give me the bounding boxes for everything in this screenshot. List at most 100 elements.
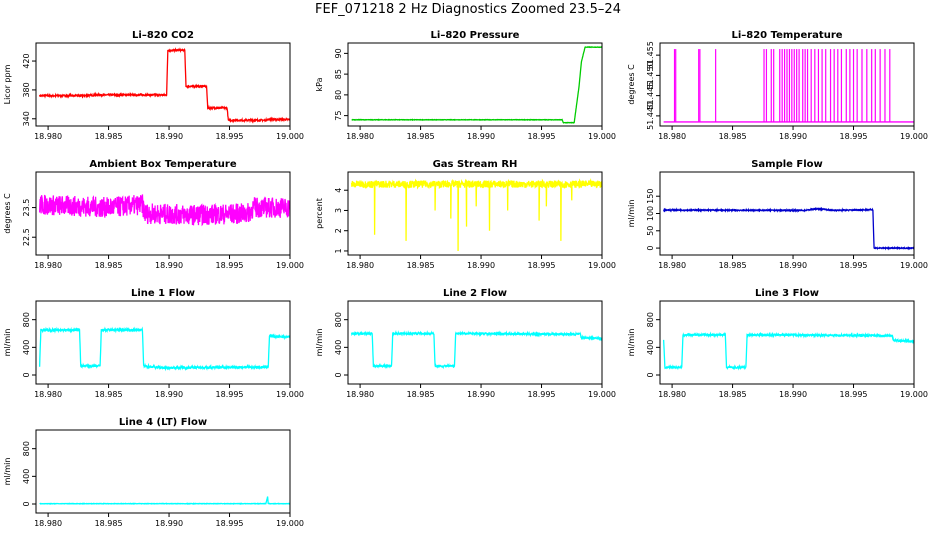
rh-x-tick-label: 18.985: [407, 261, 435, 270]
co2-y-tick-label: 340: [22, 111, 31, 126]
ambient-x-tick-label: 18.990: [155, 261, 183, 270]
figure-title: FEF_071218 2 Hz Diagnostics Zoomed 23.5–…: [315, 2, 621, 17]
temperature-x-tick-label: 19.000: [900, 132, 928, 141]
line3-x-tick-label: 18.985: [719, 390, 747, 399]
line3-chart: Line 3 Flow 18.980 18.985 18.990 18.995 19.00…: [627, 288, 928, 399]
line1-y-tick-label: 0: [22, 372, 31, 377]
co2-y-tick-label: 380: [22, 82, 31, 97]
sample-series-line: [663, 206, 914, 251]
rh-x-tick-label: 18.980: [346, 261, 374, 270]
sample-y-tick-label: 150: [646, 189, 655, 204]
line3-y-tick-label: 800: [646, 312, 655, 327]
pressure-y-tick-label: 80: [334, 90, 343, 100]
line3-x-tick-label: 18.990: [779, 390, 807, 399]
line4-title: Line 4 (LT) Flow: [119, 417, 207, 428]
rh-title: Gas Stream RH: [433, 159, 518, 170]
line4-x-tick-label: 18.990: [155, 519, 183, 528]
line4-y-tick-label: 800: [22, 441, 31, 456]
line3-y-tick-label: 0: [646, 372, 655, 377]
line2-chart: Line 2 Flow 18.980 18.985 18.990 18.995 19.00…: [315, 288, 616, 399]
ambient-x-tick-label: 19.000: [276, 261, 304, 270]
line1-y-tick-label: 400: [22, 340, 31, 355]
line1-series-line: [38, 326, 290, 372]
ambient-x-tick-label: 18.985: [95, 261, 123, 270]
ambient-y-tick-label: 23.5: [22, 199, 31, 217]
co2-title: Li–820 CO2: [132, 30, 194, 41]
pressure-plot-frame: [347, 42, 603, 127]
co2-x-tick-label: 18.985: [95, 132, 123, 141]
pressure-x-tick-label: 18.980: [346, 132, 374, 141]
line3-title: Line 3 Flow: [755, 288, 819, 299]
co2-x-tick-label: 18.980: [34, 132, 62, 141]
co2-y-axis-label: Licor ppm: [3, 64, 12, 104]
line3-y-axis-label: ml/min: [627, 329, 636, 357]
ambient-y-tick-label: 22.5: [22, 228, 31, 246]
pressure-x-tick-label: 18.990: [467, 132, 495, 141]
line2-y-tick-label: 800: [334, 312, 343, 327]
line3-plot-frame: [659, 300, 915, 385]
line2-y-tick-label: 0: [334, 372, 343, 377]
sample-plot-frame: [659, 171, 915, 256]
co2-chart: Li–820 CO2 18.980 18.985 18.990 18.995 19.000…: [3, 30, 304, 141]
pressure-x-tick-label: 19.000: [588, 132, 616, 141]
ambient-x-tick-label: 18.995: [216, 261, 244, 270]
pressure-chart: Li–820 Pressure 18.980 18.985 18.990 18.995 1…: [315, 30, 616, 141]
sample-y-tick-label: 50: [646, 226, 655, 236]
line3-y-tick-label: 400: [646, 340, 655, 355]
line4-chart: Line 4 (LT) Flow 18.980 18.985 18.990 18.995…: [3, 417, 304, 528]
pressure-title: Li–820 Pressure: [431, 30, 520, 41]
temperature-y-axis-label: degrees C: [627, 64, 636, 105]
line3-series-line: [662, 331, 914, 371]
ambient-y-axis-label: degrees C: [3, 193, 12, 234]
co2-y-tick-label: 420: [22, 53, 31, 68]
rh-y-tick-label: 2: [334, 228, 343, 233]
co2-series-line: [38, 47, 290, 124]
temperature-y-tick-label: 51.445: [646, 82, 655, 110]
sample-y-axis-label: ml/min: [627, 200, 636, 228]
panel-temperature: Li–820 Temperature 18.980 18.985 18.990 18.9…: [624, 25, 936, 155]
line2-x-tick-label: 18.990: [467, 390, 495, 399]
line4-x-tick-label: 19.000: [276, 519, 304, 528]
sample-x-tick-label: 18.980: [658, 261, 686, 270]
line3-x-tick-label: 19.000: [900, 390, 928, 399]
rh-chart: Gas Stream RH 18.980 18.985 18.990 18.995 19.…: [315, 159, 616, 270]
sample-title: Sample Flow: [751, 159, 823, 170]
panel-co2: Li–820 CO2 18.980 18.985 18.990 18.995 19.000…: [0, 25, 312, 155]
panel-line3: Line 3 Flow 18.980 18.985 18.990 18.995 19.00…: [624, 283, 936, 413]
line4-y-tick-label: 400: [22, 469, 31, 484]
line4-series-line: [39, 496, 290, 506]
panel-line2: Line 2 Flow 18.980 18.985 18.990 18.995 19.00…: [312, 283, 624, 413]
temperature-x-tick-label: 18.985: [719, 132, 747, 141]
temperature-x-tick-label: 18.990: [779, 132, 807, 141]
line2-x-tick-label: 19.000: [588, 390, 616, 399]
panel-rh: Gas Stream RH 18.980 18.985 18.990 18.995 19.…: [312, 154, 624, 284]
line4-x-tick-label: 18.995: [216, 519, 244, 528]
line2-title: Line 2 Flow: [443, 288, 507, 299]
co2-plot-frame: [35, 42, 291, 127]
ambient-title: Ambient Box Temperature: [89, 159, 236, 170]
line1-plot-frame: [35, 300, 291, 385]
line3-x-tick-label: 18.980: [658, 390, 686, 399]
temperature-x-tick-label: 18.980: [658, 132, 686, 141]
sample-chart: Sample Flow 18.980 18.985 18.990 18.995 19.00…: [627, 159, 928, 270]
sample-x-tick-label: 19.000: [900, 261, 928, 270]
temperature-y-tick-label: 51.440: [646, 102, 655, 130]
rh-y-tick-label: 3: [334, 208, 343, 213]
rh-x-tick-label: 19.000: [588, 261, 616, 270]
panel-pressure: Li–820 Pressure 18.980 18.985 18.990 18.995 1…: [312, 25, 624, 155]
sample-y-tick-label: 100: [646, 206, 655, 221]
pressure-y-tick-label: 75: [334, 111, 343, 121]
line1-x-tick-label: 18.980: [34, 390, 62, 399]
line1-x-tick-label: 19.000: [276, 390, 304, 399]
line4-y-axis-label: ml/min: [3, 458, 12, 486]
line2-y-axis-label: ml/min: [315, 329, 324, 357]
temperature-y-tick-label: 51.455: [646, 41, 655, 69]
rh-plot-frame: [347, 171, 603, 256]
pressure-y-axis-label: kPa: [315, 77, 324, 91]
line4-x-tick-label: 18.985: [95, 519, 123, 528]
rh-y-tick-label: 1: [334, 248, 343, 253]
pressure-y-tick-label: 85: [334, 69, 343, 79]
line4-x-tick-label: 18.980: [34, 519, 62, 528]
co2-x-tick-label: 18.995: [216, 132, 244, 141]
line1-title: Line 1 Flow: [131, 288, 195, 299]
